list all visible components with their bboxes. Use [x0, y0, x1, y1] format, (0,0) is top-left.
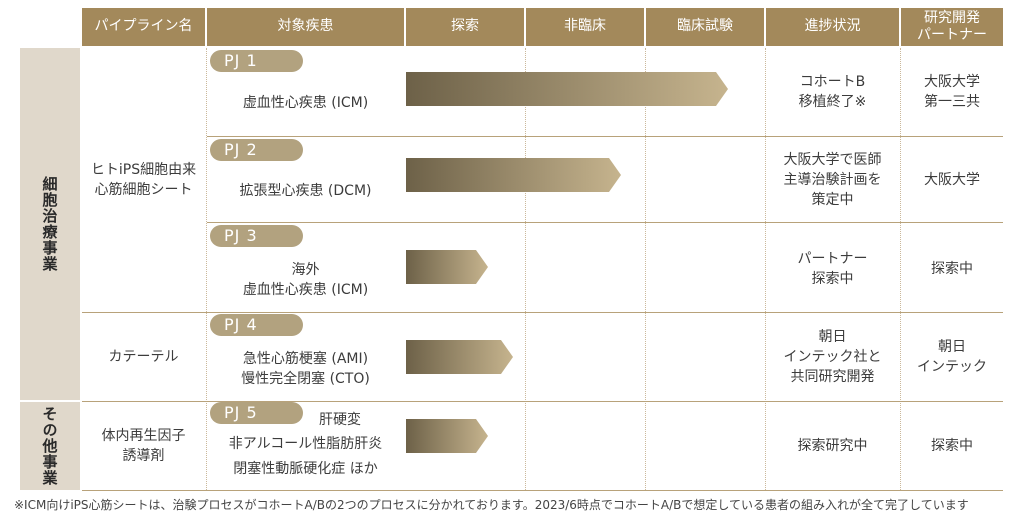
disease-line: 拡張型心疾患 (DCM) [239, 182, 372, 199]
partner-line: 第一三共 [924, 94, 980, 110]
partner-line: 探索中 [931, 260, 973, 277]
disease-line: 虚血性心疾患 (ICM) [242, 282, 369, 298]
partner: 大阪大学 [901, 138, 1003, 222]
progress-bar [406, 158, 621, 192]
column-divider [765, 48, 766, 490]
project-disease: 海外 虚血性心疾患 (ICM) [207, 252, 404, 308]
status-line: コホートB [799, 73, 866, 90]
pipeline-name-line: 心筋細胞シート [94, 182, 193, 198]
status-line: 大阪大学で医師 [783, 151, 882, 168]
status-line: パートナー [797, 250, 868, 267]
header-partner-line1: 研究開発 [924, 9, 980, 26]
progress-bar [406, 72, 728, 106]
partner: 大阪大学 第一三共 [901, 52, 1003, 132]
header-disease: 対象疾患 [207, 8, 404, 46]
status-line: 探索中 [811, 271, 854, 287]
partner: 探索中 [901, 403, 1003, 489]
progress-status: 朝日 インテック社と 共同研究開発 [766, 314, 899, 400]
partner-line: 大阪大学 [924, 171, 980, 188]
status-line: 探索研究中 [797, 437, 868, 454]
status-line: 移植終了※ [798, 94, 867, 110]
partner: 探索中 [901, 226, 1003, 312]
progress-bar [406, 419, 488, 453]
header-partner-line2: パートナー [917, 27, 987, 43]
row-divider [82, 312, 1003, 313]
partner: 朝日 インテック [901, 314, 1003, 400]
row-divider [207, 136, 1003, 137]
pipeline-name-line: 体内再生因子 [101, 427, 186, 444]
header-nonclinical: 非臨床 [526, 8, 644, 46]
progress-status: パートナー 探索中 [766, 226, 899, 312]
pipeline-name-line: 誘導剤 [122, 448, 165, 464]
header-pipeline: パイプライン名 [82, 8, 205, 46]
pipeline-name: ヒトiPS細胞由来 心筋細胞シート [82, 48, 205, 312]
row-divider [82, 490, 1003, 491]
segment-other: その他事業 [20, 402, 80, 490]
pipeline-name-line: カテーテル [108, 348, 179, 365]
project-disease: 虚血性心疾患 (ICM) [207, 74, 404, 132]
disease-line: 非アルコール性脂肪肝炎 [228, 435, 383, 452]
project-disease: 急性心筋梗塞 (AMI) 慢性完全閉塞 (CTO) [207, 340, 404, 398]
progress-status: コホートB 移植終了※ [766, 52, 899, 132]
header-progress: 進捗状況 [766, 8, 899, 46]
segment-cell-therapy-label: 細胞治療事業 [40, 176, 59, 272]
progress-arrow [406, 72, 728, 106]
column-divider [645, 48, 646, 490]
progress-arrow [406, 158, 621, 192]
pipeline-name: 体内再生因子 誘導剤 [82, 402, 205, 490]
status-line: 共同研究開発 [790, 369, 875, 386]
disease-line: 肝硬変 [319, 411, 361, 428]
status-line: 朝日 [818, 328, 847, 345]
project-badge: PJ 2 [210, 139, 303, 161]
progress-status: 探索研究中 [766, 403, 899, 489]
partner-line: 探索中 [931, 437, 973, 454]
header-clinical: 臨床試験 [646, 8, 764, 46]
column-divider [900, 48, 901, 490]
partner-line: インテック [917, 359, 987, 375]
disease-line: 海外 [291, 261, 320, 278]
row-divider [207, 222, 1003, 223]
project-badge: PJ 3 [210, 225, 303, 247]
status-line: 主導治験計画を [783, 171, 882, 188]
footnote: ※ICM向けiPS心筋シートは、治験プロセスがコホートA/Bの2つのプロセスに分… [14, 498, 969, 512]
status-line: インテック社と [783, 348, 882, 365]
progress-arrow [406, 340, 513, 374]
segment-other-label: その他事業 [40, 406, 59, 486]
project-badge: PJ 1 [210, 50, 303, 72]
project-badge: PJ 4 [210, 314, 303, 336]
column-divider [525, 48, 526, 490]
pipeline-name: カテーテル [82, 313, 205, 401]
progress-arrow [406, 419, 488, 453]
progress-status: 大阪大学で医師 主導治験計画を 策定中 [766, 138, 899, 222]
disease-line: 閉塞性動脈硬化症 ほか [233, 460, 378, 477]
header-partner: 研究開発 パートナー [901, 8, 1003, 46]
pipeline-name-line: ヒトiPS細胞由来 [90, 161, 197, 178]
disease-line: 虚血性心疾患 (ICM) [242, 94, 369, 111]
project-disease: 拡張型心疾患 (DCM) [207, 163, 404, 219]
row-divider [82, 401, 1003, 402]
segment-cell-therapy: 細胞治療事業 [20, 48, 80, 400]
progress-bar [406, 340, 513, 374]
disease-line: 急性心筋梗塞 (AMI) [242, 350, 369, 367]
project-badge: PJ 5 [210, 402, 303, 424]
status-line: 策定中 [811, 192, 854, 209]
partner-line: 朝日 [938, 338, 966, 355]
partner-line: 大阪大学 [924, 73, 980, 90]
progress-bar [406, 250, 488, 284]
progress-arrow [406, 250, 488, 284]
column-divider [206, 48, 207, 490]
header-exploration: 探索 [406, 8, 524, 46]
disease-line: 慢性完全閉塞 (CTO) [241, 371, 370, 387]
